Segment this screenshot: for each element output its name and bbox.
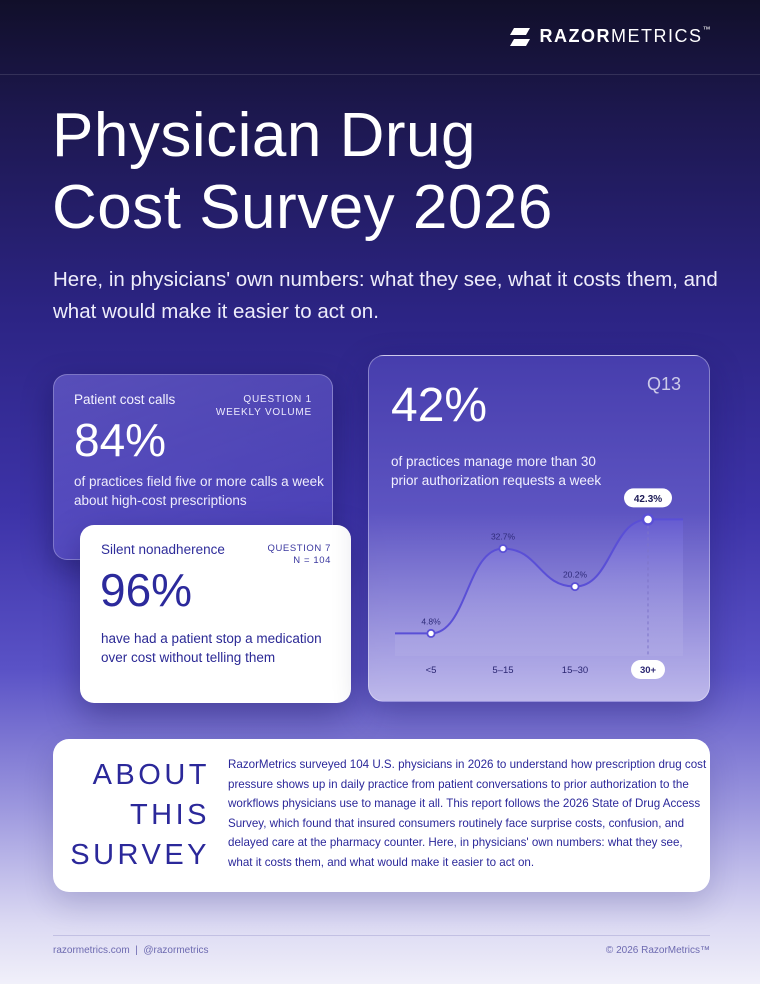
page-title-line-2: Cost Survey 2026 [52,173,553,242]
question-tag: Q13 [646,374,681,394]
question-tag: QUESTION 1 WEEKLY VOLUME [215,394,312,418]
card-label: Patient cost calls [74,392,176,407]
data-point [641,513,655,526]
top-bar: RAZORMETRICS™ [0,0,760,75]
about-title-line-2: THIS [129,799,210,831]
stat-description: of practices field five or more calls a … [74,474,324,508]
x-tick-label: 5–15 [492,665,513,676]
x-tick-label: 30+ [640,665,657,676]
data-label: 32.7% [491,532,516,542]
stat-value: 84% [74,414,167,466]
about-survey-card: ABOUT THIS SURVEY RazorMetrics surveyed … [53,739,710,892]
tick-label-pill [631,660,665,679]
x-tick-label: <5 [426,665,437,676]
x-tick-label: 15–30 [562,665,588,676]
page-subtitle: Here, in physicians' own numbers: what t… [53,268,718,323]
data-point [570,582,580,592]
data-point [498,544,508,554]
razor-logo-icon [509,27,531,47]
chart-area [395,519,683,656]
silent-nonadherence-card: Silent nonadherence QUESTION 7 N = 104 9… [80,525,351,703]
question-tag: QUESTION 7 N = 104 [267,543,331,566]
data-label: 4.8% [421,616,441,626]
data-label: 42.3% [634,494,662,505]
stat-value: 42% [391,379,488,432]
card-label: Silent nonadherence [101,542,225,557]
stat-description: of practices manage more than 30 prior a… [391,454,602,488]
about-body: RazorMetrics surveyed 104 U.S. physician… [228,758,707,869]
page-title: Physician Drug Cost Survey 2026 [52,100,712,244]
prior-auth-chart: 4.8% 32.7% 20.2% 42.3% <5 5–15 15–30 30+ [395,488,683,679]
chart-line [395,518,683,635]
data-label: 20.2% [563,570,588,580]
footer-links[interactable]: razormetrics.com | @razormetrics [53,945,209,956]
brand-wordmark: RAZORMETRICS™ [539,25,712,46]
stat-description: have had a patient stop a medication ove… [101,631,322,665]
footer-divider [53,935,710,936]
about-title-line-3: SURVEY [70,839,210,871]
stat-value: 96% [100,564,193,616]
value-label-pill [624,488,672,508]
about-title: ABOUT THIS SURVEY [70,755,210,875]
prior-authorization-card: 42% Q13 of practices manage more than 30… [368,355,710,702]
page-title-line-1: Physician Drug [52,101,476,170]
footer-copyright: © 2026 RazorMetrics™ [605,945,710,956]
about-title-line-1: ABOUT [92,759,210,791]
data-point [426,628,436,638]
brand-logo[interactable]: RAZORMETRICS™ [509,25,713,47]
